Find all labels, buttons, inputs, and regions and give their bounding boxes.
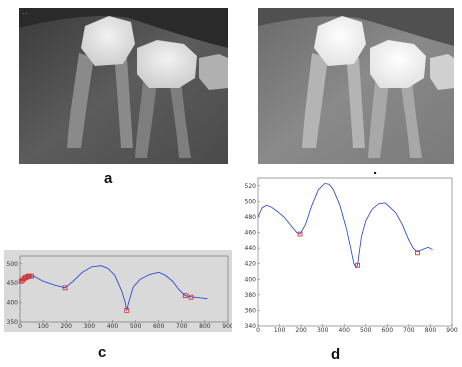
extremum-marker bbox=[24, 274, 30, 280]
plot-frame bbox=[19, 255, 229, 323]
x-tick-label: 500 bbox=[130, 323, 142, 330]
panel-label-d: d bbox=[331, 346, 341, 363]
y-tick-label: 380 bbox=[245, 292, 257, 299]
y-tick-label: 420 bbox=[245, 261, 257, 268]
x-tick-label: 600 bbox=[382, 327, 394, 334]
y-tick-label: 500 bbox=[7, 261, 19, 268]
x-tick-label: 900 bbox=[446, 327, 458, 334]
svg-text:--: -- bbox=[22, 11, 28, 17]
y-tick-label: 440 bbox=[245, 245, 257, 252]
extremum-marker bbox=[188, 294, 194, 300]
y-tick-label: 340 bbox=[245, 323, 257, 330]
intensity-profile-chart-d: 0 100 200 300 400 500 600 700 800 900 340 360 380 400… bbox=[242, 174, 458, 339]
y-tick-label: 350 bbox=[7, 319, 19, 326]
profile-curve bbox=[257, 183, 433, 269]
x-tick-label: 300 bbox=[317, 327, 329, 334]
plot-background bbox=[242, 174, 458, 339]
panel-label-c: c bbox=[98, 344, 107, 361]
y-tick-label: 360 bbox=[245, 307, 257, 314]
x-tick-label: 800 bbox=[199, 323, 211, 330]
x-tick-label: 600 bbox=[153, 323, 165, 330]
x-tick-label: 700 bbox=[403, 327, 415, 334]
x-tick-label: 400 bbox=[107, 323, 119, 330]
extremum-marker bbox=[29, 273, 34, 279]
x-tick-label: 200 bbox=[60, 323, 72, 330]
extremum-marker bbox=[62, 285, 68, 291]
radiograph-enhanced bbox=[258, 8, 454, 164]
y-tick-label: 400 bbox=[245, 276, 257, 283]
extremum-marker bbox=[297, 231, 303, 237]
extremum-marker bbox=[124, 307, 130, 313]
x-tick-label: 800 bbox=[425, 327, 437, 334]
x-tick-label: 500 bbox=[360, 327, 372, 334]
extremum-marker bbox=[182, 293, 188, 298]
x-tick-label: 200 bbox=[295, 327, 307, 334]
x-tick-label: 0 bbox=[18, 323, 22, 330]
profile-curve bbox=[19, 265, 208, 311]
y-tick-label: 480 bbox=[245, 214, 257, 221]
y-tick-label: 450 bbox=[7, 280, 19, 287]
plot-background bbox=[4, 250, 232, 332]
intensity-profile-chart-c: 0 100 200 300 400 500 600 700 800 900 350 400 450 500 bbox=[4, 250, 232, 332]
y-tick-label: 500 bbox=[245, 198, 257, 205]
x-tick-label: 700 bbox=[176, 323, 188, 330]
x-tick-label: 100 bbox=[37, 323, 49, 330]
y-tick-label: 460 bbox=[245, 230, 257, 237]
extremum-marker bbox=[415, 250, 420, 256]
panel-label-a: a bbox=[104, 170, 113, 187]
x-tick-label: 0 bbox=[256, 327, 260, 334]
plot-frame bbox=[257, 177, 453, 327]
x-tick-label: 400 bbox=[338, 327, 350, 334]
extremum-marker bbox=[20, 277, 26, 283]
x-tick-label: 900 bbox=[222, 323, 232, 330]
y-tick-label: 400 bbox=[7, 300, 19, 307]
extremum-marker bbox=[355, 262, 360, 268]
x-tick-label: 100 bbox=[274, 327, 286, 334]
x-tick-label: 300 bbox=[84, 323, 96, 330]
radiograph-original: -- bbox=[19, 8, 228, 164]
y-tick-label: 520 bbox=[245, 183, 257, 190]
